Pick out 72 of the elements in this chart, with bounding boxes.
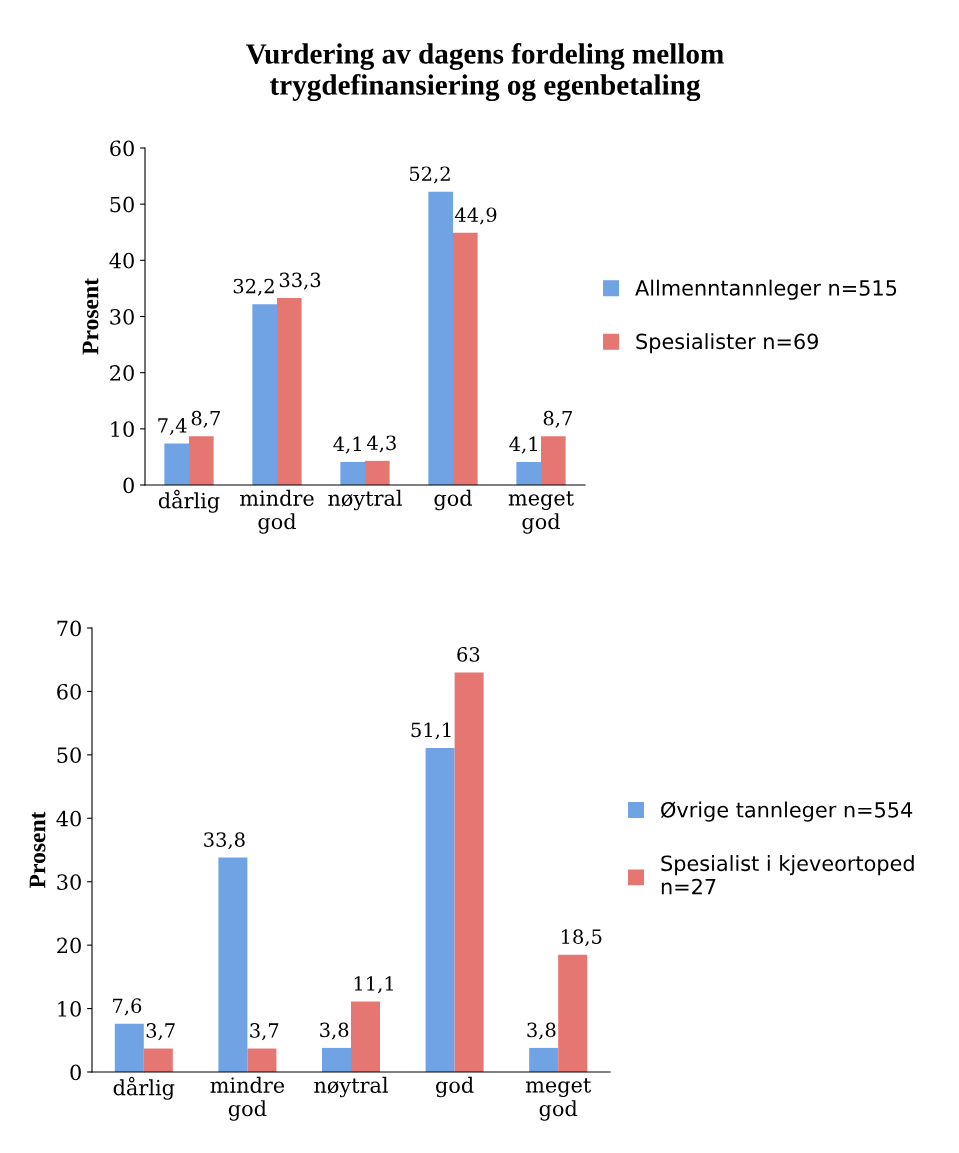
- data-label: 51,1: [411, 722, 451, 740]
- y-tick-label: 30: [57, 874, 81, 890]
- data-label: 3,7: [146, 1023, 175, 1041]
- y-tick-label: 20: [110, 365, 134, 381]
- data-label: 7,4: [158, 418, 187, 436]
- bar: [425, 747, 455, 1072]
- data-label: 63: [457, 646, 480, 662]
- data-label: 11,1: [354, 976, 393, 994]
- data-label: 18,5: [561, 929, 602, 947]
- x-tick-label: meget god: [525, 1078, 592, 1121]
- bar: [454, 672, 484, 1072]
- legend-label: Spesialist i kjeveortoped n=27: [661, 855, 914, 895]
- data-label: 33,3: [279, 272, 321, 290]
- data-label: 44,9: [454, 207, 497, 225]
- bar: [558, 954, 588, 1072]
- x-tick-label: dårlig: [158, 489, 220, 513]
- y-tick-label: 60: [57, 683, 81, 700]
- y-tick-label: 30: [110, 308, 134, 325]
- x-tick-label: nøytral: [328, 489, 402, 511]
- data-label: 4,1: [509, 436, 537, 454]
- y-tick-label: 10: [58, 1001, 81, 1017]
- bar: [218, 857, 248, 1072]
- x-tick-label: mindre god: [210, 1076, 285, 1121]
- y-tick-label: 20: [57, 937, 81, 954]
- legend-label: Allmenntannleger n=515: [635, 279, 897, 300]
- bar: [541, 436, 566, 485]
- data-label: 7,6: [113, 998, 142, 1016]
- y-tick-label: 0: [123, 477, 134, 494]
- data-label: 8,7: [191, 410, 220, 428]
- data-label: 8,7: [543, 410, 572, 428]
- data-label: 3,8: [527, 1022, 556, 1040]
- bar: [321, 1047, 351, 1072]
- data-label: 33,8: [204, 832, 245, 850]
- bar: [428, 191, 453, 485]
- data-label: 3,7: [250, 1023, 279, 1041]
- data-label: 4,3: [366, 435, 396, 453]
- x-tick-label: dårlig: [113, 1076, 175, 1100]
- bar: [143, 1048, 173, 1072]
- y-tick-label: 0: [70, 1064, 81, 1081]
- x-tick-label: mindre god: [240, 489, 314, 534]
- bar: [252, 304, 277, 485]
- bar: [189, 436, 214, 485]
- y-tick-label: 60: [110, 140, 134, 157]
- bar: [164, 443, 189, 485]
- x-tick-label: meget god: [508, 491, 574, 534]
- bar: [516, 461, 541, 485]
- y-tick-label: 40: [109, 252, 134, 269]
- y-axis-title: Prosent: [29, 811, 46, 889]
- bar: [453, 232, 478, 485]
- x-tick-label: god: [434, 489, 472, 511]
- bar: [277, 297, 302, 485]
- data-label: 4,1: [333, 436, 361, 454]
- legend-label: Øvrige tannleger n=554: [661, 801, 913, 822]
- legend-label: Spesialister n=69: [636, 333, 818, 354]
- bar: [529, 1047, 559, 1072]
- data-label: 52,2: [409, 166, 450, 184]
- bar: [114, 1023, 144, 1072]
- bar: [351, 1001, 381, 1072]
- y-axis-title: Prosent: [82, 278, 99, 355]
- data-label: 32,2: [233, 278, 274, 296]
- y-tick-label: 40: [56, 810, 81, 827]
- data-label: 3,8: [320, 1022, 349, 1040]
- y-tick-label: 10: [111, 421, 134, 438]
- bar: [247, 1048, 277, 1072]
- x-tick-label: nøytral: [314, 1076, 388, 1098]
- chart-title: Vurdering av dagens fordeling mellom trygdefinansiering og egenbetaling: [246, 42, 724, 102]
- y-tick-label: 70: [57, 620, 81, 637]
- y-tick-label: 50: [110, 196, 134, 213]
- y-tick-label: 50: [57, 747, 81, 764]
- bar: [365, 460, 390, 485]
- bar: [340, 461, 365, 485]
- x-tick-label: god: [436, 1076, 474, 1098]
